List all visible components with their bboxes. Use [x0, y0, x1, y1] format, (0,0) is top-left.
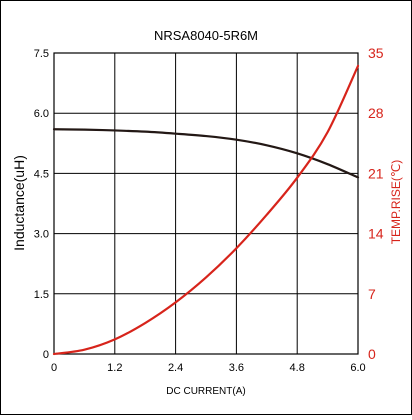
plot-area — [53, 52, 359, 355]
chart-title: NRSA8040-5R6M — [154, 28, 258, 43]
y-tick-labels: 0 1.5 3.0 4.5 6.0 7.5 — [34, 48, 49, 361]
y-tick-label: 3.0 — [34, 229, 49, 241]
x-tick-label: 6.0 — [350, 362, 365, 374]
x-axis-label: DC CURRENT(A) — [166, 386, 245, 397]
y2-tick-labels: 0 7 14 21 28 35 — [368, 45, 384, 362]
y2-tick-label: 14 — [368, 226, 384, 242]
x-tick-label: 2.4 — [168, 362, 183, 374]
x-tick-label: 4.8 — [290, 362, 305, 374]
y-axis-label: Inductance(uH) — [11, 155, 27, 251]
series-group — [52, 64, 360, 356]
y-tick-label: 1.5 — [34, 289, 49, 301]
y-tick-label: 0 — [43, 349, 49, 361]
temp-rise-line — [52, 64, 360, 356]
y2-tick-label: 35 — [368, 45, 384, 61]
x-tick-label: 1.2 — [107, 362, 122, 374]
grid — [54, 53, 358, 354]
x-tick-labels: 0 1.2 2.4 3.6 4.8 6.0 — [51, 362, 366, 374]
y2-tick-label: 28 — [368, 105, 384, 121]
y2-tick-label: 21 — [368, 165, 384, 181]
y-tick-label: 4.5 — [34, 168, 49, 180]
y2-tick-label: 7 — [368, 286, 376, 302]
x-tick-label: 0 — [51, 362, 57, 374]
y-tick-label: 7.5 — [34, 48, 49, 60]
y-tick-label: 6.0 — [34, 108, 49, 120]
y2-axis-label: TEMP.RISE(℃) — [389, 160, 403, 245]
x-tick-label: 3.6 — [229, 362, 244, 374]
inductance-line — [52, 128, 360, 179]
y2-tick-label: 0 — [368, 346, 376, 362]
